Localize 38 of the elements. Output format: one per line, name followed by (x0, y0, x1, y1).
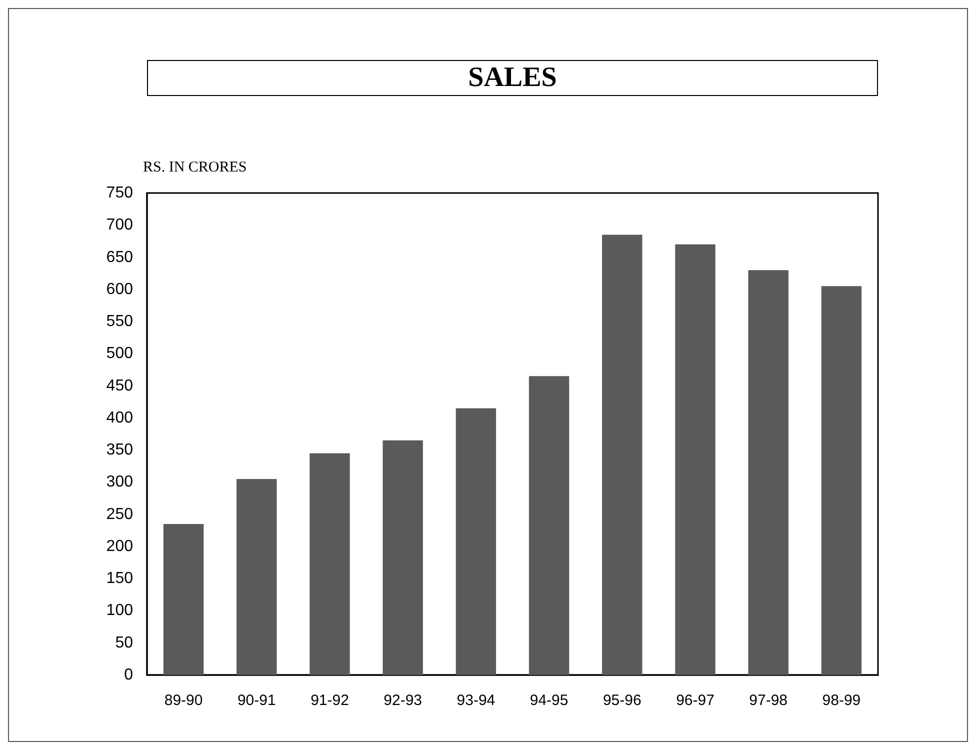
y-tick-label: 550 (106, 313, 134, 330)
bar (528, 376, 570, 675)
y-tick-label: 150 (106, 570, 134, 588)
y-tick-label: 400 (106, 409, 134, 426)
bar (382, 440, 423, 675)
y-tick-label: 700 (106, 216, 134, 234)
x-tick-label: 96-97 (676, 692, 714, 709)
y-tick-label: 500 (106, 345, 134, 362)
y-tick-label: 350 (106, 442, 134, 459)
y-tick-label: 50 (115, 634, 134, 652)
x-tick-label: 91-92 (310, 692, 349, 709)
y-tick-label: 450 (106, 377, 134, 394)
bar (602, 234, 642, 675)
y-tick-label: 750 (106, 184, 134, 202)
y-tick-label: 600 (106, 280, 134, 298)
x-tick-label: 89-90 (164, 692, 203, 709)
chart-title: SALES (147, 60, 878, 96)
y-tick-label: 300 (106, 474, 134, 491)
bar (748, 270, 788, 675)
y-tick-label: 0 (124, 666, 134, 684)
x-tick-label: 92-93 (384, 692, 422, 709)
y-axis-title: RS. IN CRORES (143, 160, 247, 176)
bar (236, 478, 277, 675)
x-tick-label: 90-91 (237, 692, 276, 709)
x-tick-label: 97-98 (749, 692, 788, 709)
x-tick-label: 94-95 (530, 692, 568, 709)
bar (821, 286, 862, 675)
y-tick-label: 200 (106, 538, 134, 555)
y-tick-label: 650 (106, 248, 134, 266)
y-tick-label: 100 (106, 602, 134, 620)
y-tick-label: 250 (106, 506, 134, 523)
bar (163, 524, 204, 675)
x-tick-label: 95-96 (602, 692, 642, 709)
x-tick-label: 98-99 (822, 692, 861, 709)
bar (675, 244, 716, 675)
bar (456, 408, 496, 675)
x-tick-label: 93-94 (456, 692, 496, 709)
bar (310, 453, 350, 675)
